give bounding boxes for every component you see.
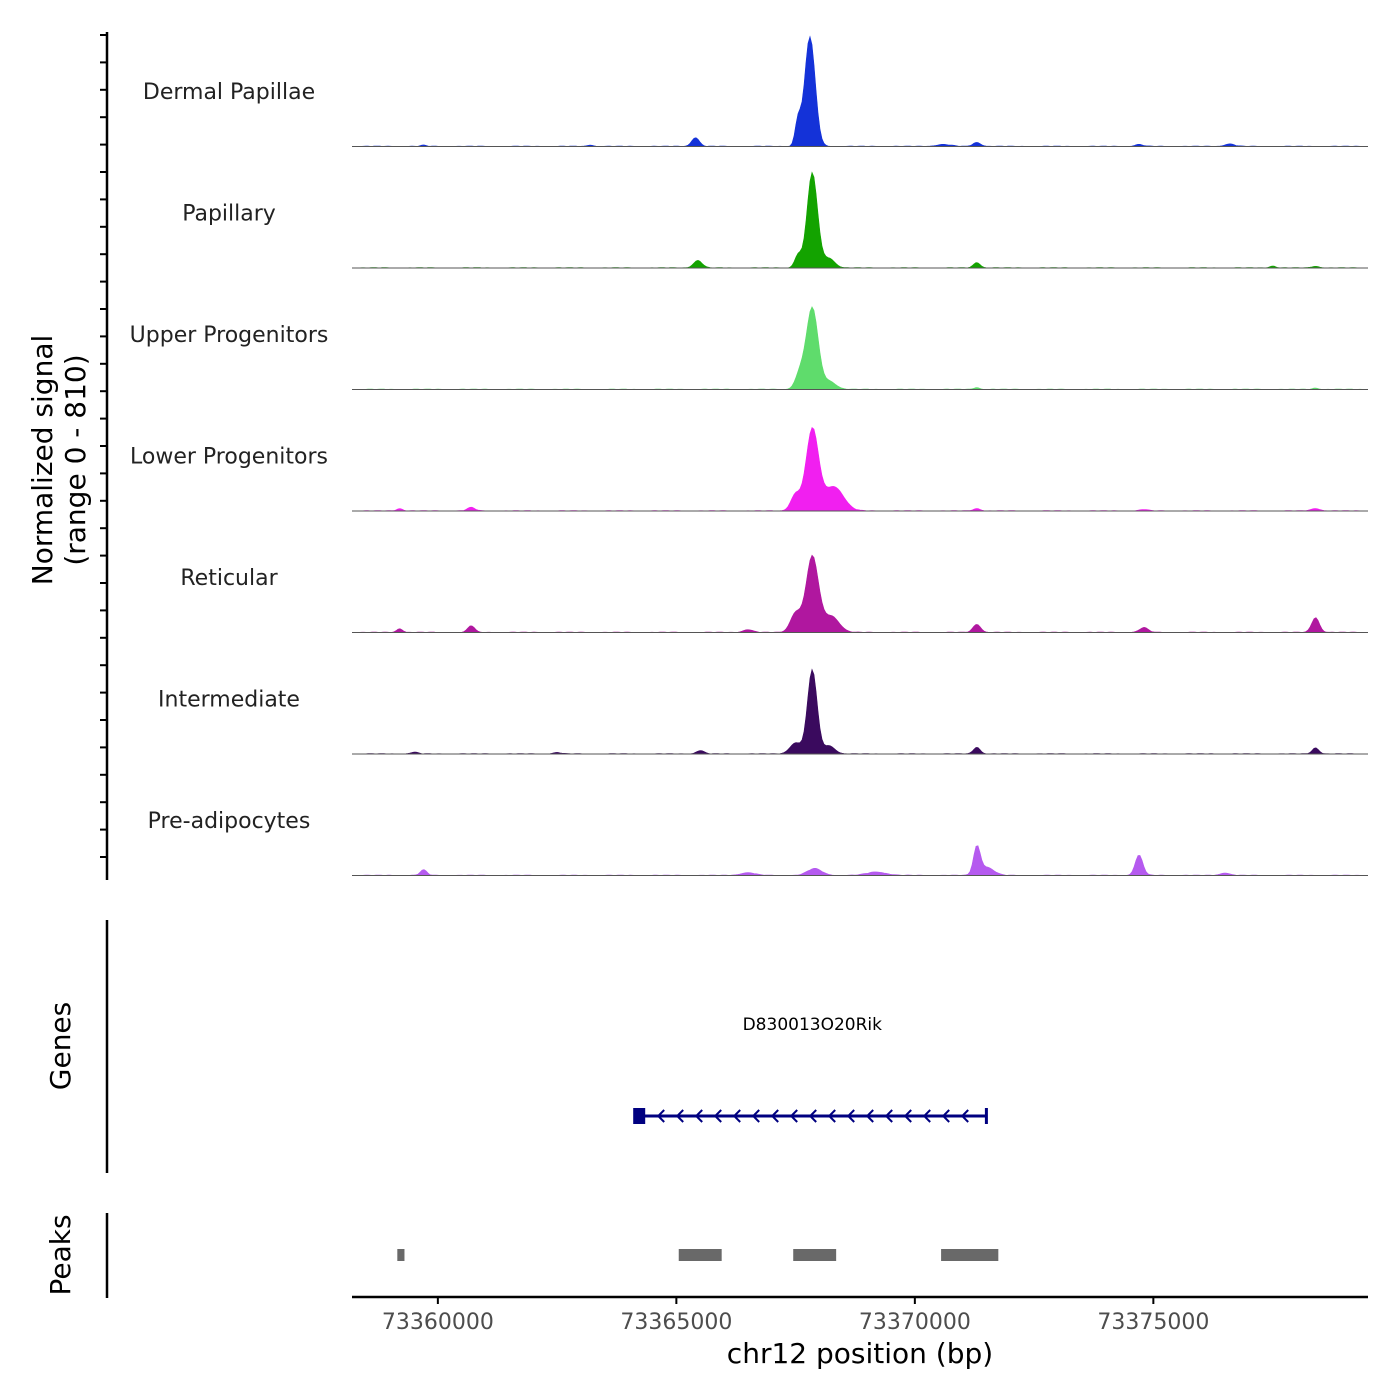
x-axis-ticks: 73360000 73365000 73370000 73375000: [382, 1297, 1209, 1335]
peak-region: [678, 1249, 722, 1261]
x-axis-title: chr12 position (bp): [727, 1337, 993, 1370]
track-label: Dermal Papillae: [143, 80, 315, 105]
coverage-area-upper-progenitors: [352, 306, 1368, 390]
coverage-area-reticular: [352, 554, 1369, 633]
peaks-panel-label: Peaks: [44, 1214, 77, 1295]
gene-exon: [633, 1108, 646, 1124]
strand-arrow: [827, 1109, 836, 1123]
x-tick-label: 73375000: [1097, 1310, 1209, 1335]
coverage-area-papillary: [352, 171, 1369, 269]
strand-arrow: [770, 1109, 779, 1123]
strand-arrow: [884, 1109, 893, 1123]
y-axis-title-line1: Normalized signal: [26, 335, 59, 586]
peak-region: [793, 1249, 837, 1261]
strand-arrow: [789, 1109, 798, 1123]
strand-arrow: [751, 1109, 760, 1123]
x-tick-label: 73370000: [859, 1310, 971, 1335]
track-label: Lower Progenitors: [130, 445, 328, 470]
y-axis-title-line2: (range 0 - 810): [59, 354, 92, 565]
coverage-area-pre-adipocytes: [352, 845, 1368, 876]
track-label: Papillary: [182, 202, 276, 227]
strand-arrow: [865, 1109, 874, 1123]
genes-panel-label: Genes: [44, 1002, 77, 1090]
strand-arrow: [846, 1109, 855, 1123]
coverage-area-intermediate: [352, 668, 1368, 755]
coverage-tracks: Dermal Papillae Papillary Upper Progenitor…: [130, 35, 1369, 876]
strand-arrow: [960, 1109, 969, 1123]
track-label: Intermediate: [158, 688, 300, 713]
track-label: Reticular: [180, 566, 278, 591]
strand-arrow: [732, 1109, 741, 1123]
track-label: Upper Progenitors: [130, 323, 329, 348]
strand-arrow: [713, 1109, 722, 1123]
x-tick-label: 73365000: [620, 1310, 732, 1335]
gene-model: [633, 1108, 988, 1124]
coverage-y-axis-ticks: [100, 34, 107, 858]
strand-arrow: [675, 1109, 684, 1123]
y-axis-title: Normalized signal (range 0 - 810): [26, 335, 92, 586]
peak-regions: [397, 1249, 999, 1261]
strand-arrow: [903, 1109, 912, 1123]
peak-region: [397, 1249, 405, 1261]
x-tick-label: 73360000: [382, 1310, 494, 1335]
strand-arrow: [694, 1109, 703, 1123]
strand-arrow: [922, 1109, 931, 1123]
coverage-area-dermal-papillae: [352, 35, 1369, 147]
strand-arrow: [808, 1109, 817, 1123]
strand-arrow: [941, 1109, 950, 1123]
track-label: Pre-adipocytes: [148, 809, 311, 834]
strand-arrow: [656, 1109, 665, 1123]
peak-region: [941, 1249, 999, 1261]
gene-name-label: D830013O20Rik: [743, 1015, 883, 1035]
coverage-area-lower-progenitors: [352, 426, 1368, 512]
